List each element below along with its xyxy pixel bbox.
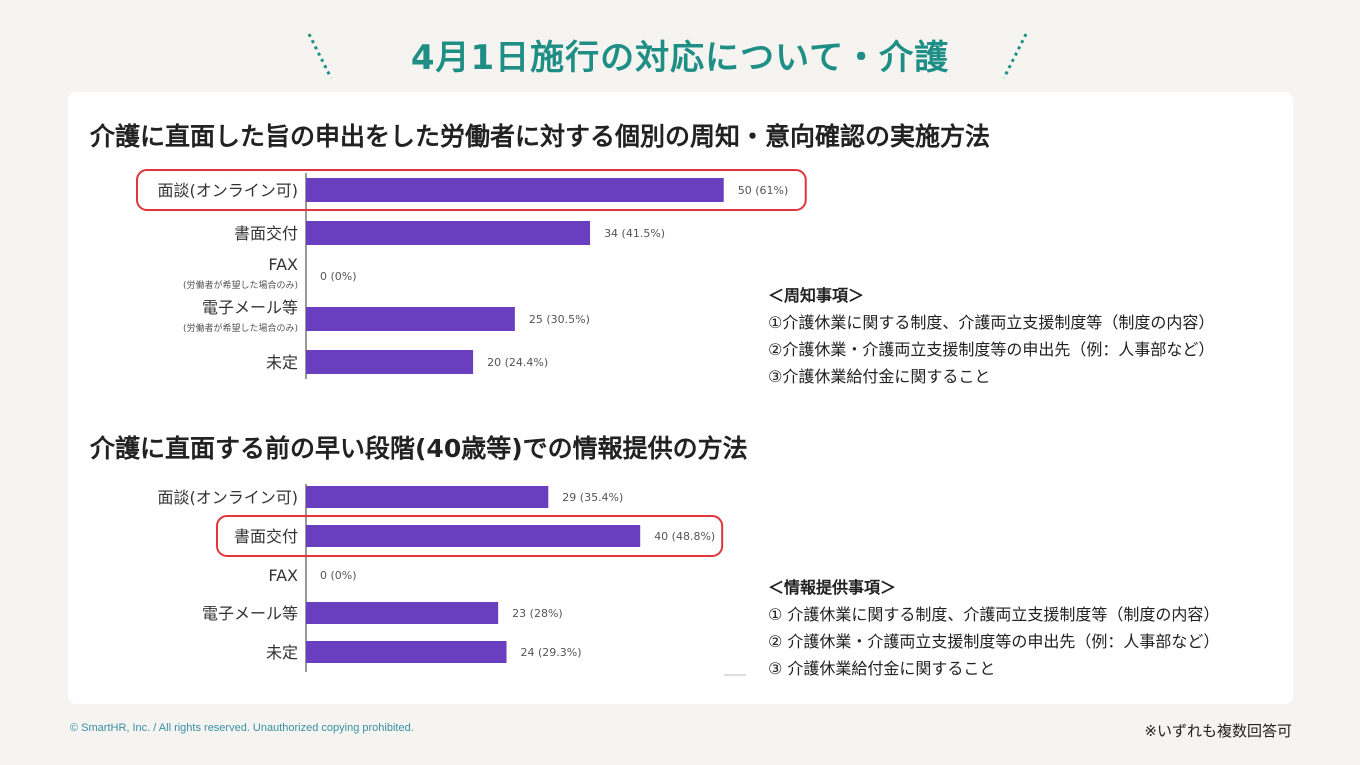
section1-notes-title: ＜周知事項＞ (768, 286, 865, 305)
section2-note-item: ③ 介護休業給付金に関すること (768, 659, 996, 678)
section2-note-item: ② 介護休業・介護両立支援制度等の申出先（例：人事部など） (768, 632, 1220, 651)
chart2-category-label: FAX (268, 566, 298, 585)
section1-note-item: ③介護休業給付金に関すること (768, 367, 991, 386)
section2-notes-title: ＜情報提供事項＞ (768, 578, 897, 597)
decorative-dash-right (1002, 33, 1028, 79)
chart1-bar (306, 307, 515, 331)
chart1-highlight-box (136, 169, 807, 211)
chart1-category-label: 書面交付 (234, 224, 298, 243)
chart1-value-label: 34 (41.5%) (604, 227, 665, 240)
chart1-value-label: 25 (30.5%) (529, 313, 590, 326)
chart1-category-label: 面談(オンライン可) (158, 181, 299, 200)
decorative-dash-left (307, 33, 333, 79)
chart2-category-label: 書面交付 (234, 527, 298, 546)
chart1-category-sublabel: (労働者が希望した場合のみ) (183, 322, 298, 334)
chart1-category-label: 電子メール等 (202, 298, 298, 317)
chart2-bar (306, 602, 499, 624)
chart2-category-label: 未定 (266, 643, 298, 662)
section1-notes: ＜周知事項＞ ①介護休業に関する制度、介護両立支援制度等（制度の内容） ②介護休… (768, 282, 1214, 390)
chart1-value-label: 50 (61%) (738, 184, 789, 197)
chart1-value-label: 0 (0%) (320, 270, 357, 283)
chart2-bar (306, 641, 507, 663)
chart2-bar (306, 525, 641, 547)
chart1-bar (306, 350, 474, 374)
slide-title: 4月1日施行の対応について・介護 (410, 38, 950, 78)
chart1-category-label: FAX (268, 255, 298, 274)
chart1-value-label: 20 (24.4%) (487, 356, 548, 369)
chart2-value-label: 24 (29.3%) (521, 646, 582, 659)
copyright-text: © SmartHR, Inc. / All rights reserved. U… (70, 722, 414, 734)
chart1-bar (306, 178, 724, 202)
section2-notes: ＜情報提供事項＞ ① 介護休業に関する制度、介護両立支援制度等（制度の内容） ②… (768, 574, 1219, 682)
section1-heading: 介護に直面した旨の申出をした労働者に対する個別の周知・意向確認の実施方法 (90, 122, 991, 151)
section1-note-item: ②介護休業・介護両立支援制度等の申出先（例：人事部など） (768, 340, 1215, 359)
chart2-value-label: 40 (48.8%) (654, 530, 715, 543)
chart2-bar (306, 486, 549, 508)
multiple-answer-footnote: ※いずれも複数回答可 (1144, 722, 1292, 740)
chart2-category-label: 電子メール等 (202, 604, 298, 623)
chart2-value-label: 29 (35.4%) (562, 491, 623, 504)
section2-heading: 介護に直面する前の早い段階(40歳等)での情報提供の方法 (90, 434, 748, 463)
chart1-bar (306, 221, 591, 245)
chart1-category-sublabel: (労働者が希望した場合のみ) (183, 279, 298, 291)
section1-note-item: ①介護休業に関する制度、介護両立支援制度等（制度の内容） (768, 313, 1215, 332)
chart1-category-label: 未定 (266, 353, 298, 372)
chart2-value-label: 23 (28%) (512, 607, 563, 620)
section2-note-item: ① 介護休業に関する制度、介護両立支援制度等（制度の内容） (768, 605, 1220, 624)
chart2-highlight-box (216, 515, 724, 557)
chart2-value-label: 0 (0%) (320, 569, 357, 582)
chart2-category-label: 面談(オンライン可) (158, 488, 299, 507)
